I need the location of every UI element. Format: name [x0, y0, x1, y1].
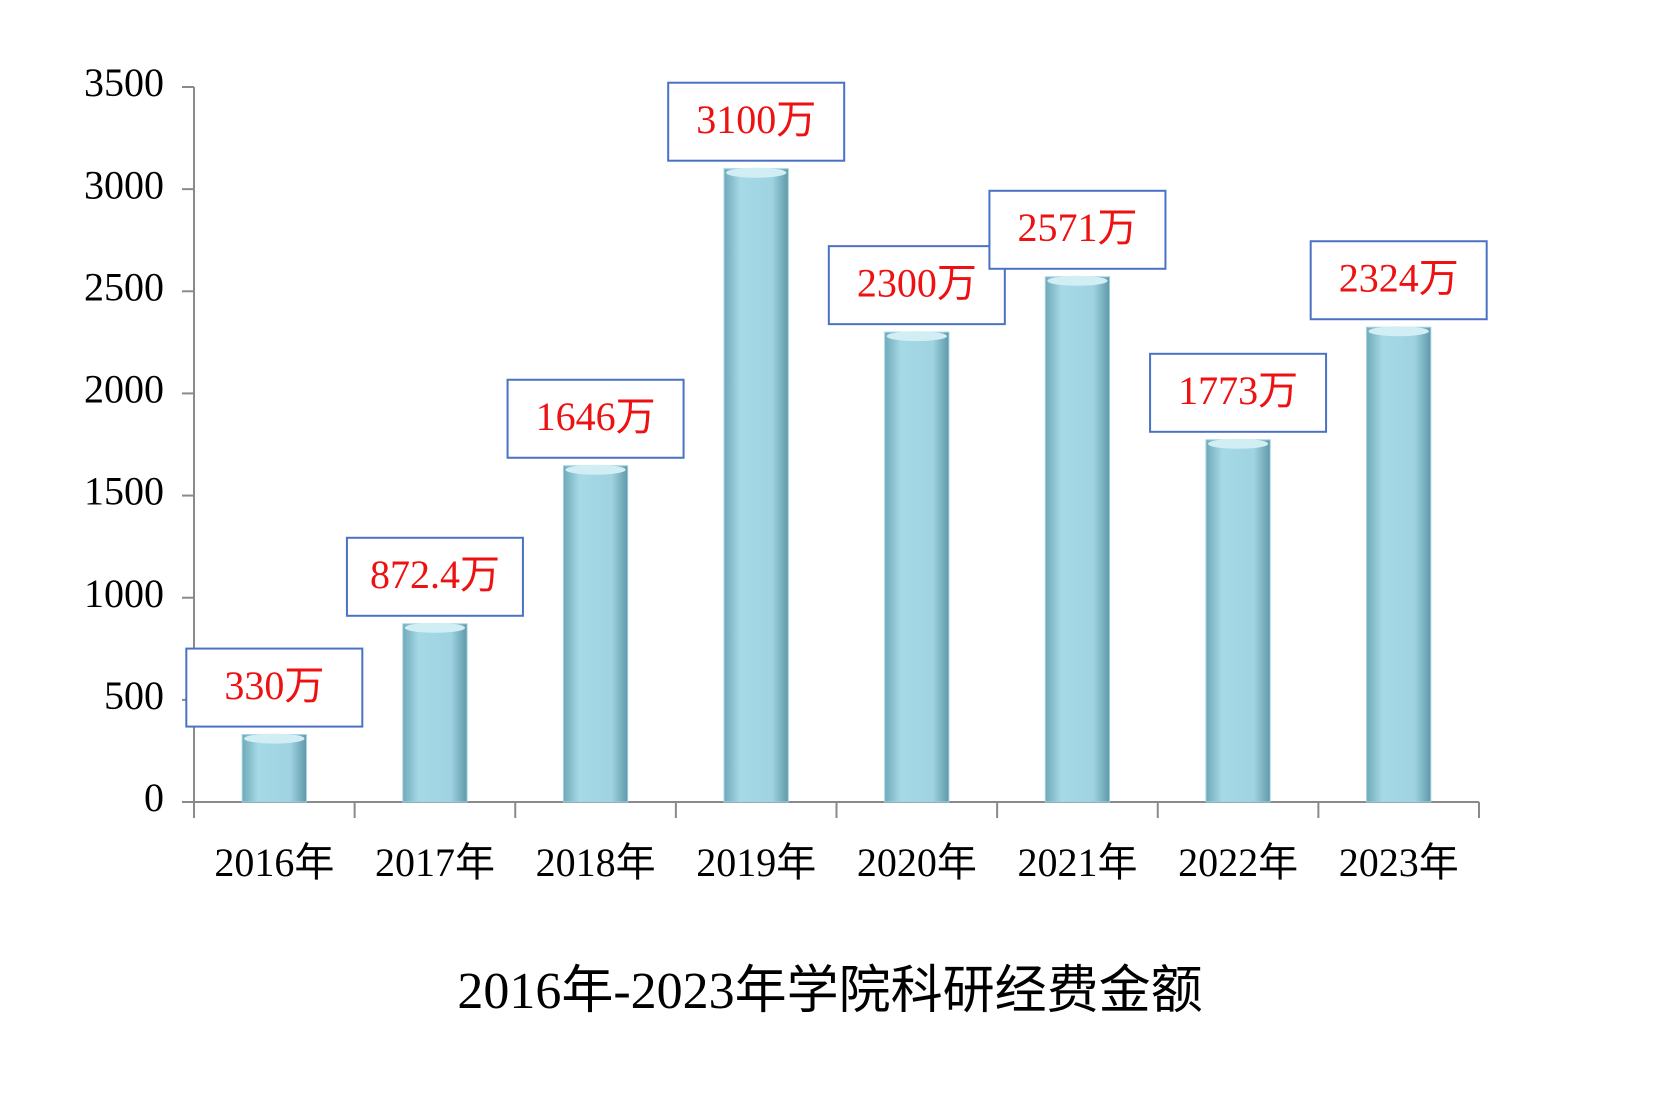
bar — [1205, 439, 1271, 803]
value-label: 3100万 — [696, 97, 816, 142]
x-tick-label: 2018年 — [536, 840, 656, 885]
value-label-box — [345, 536, 524, 617]
value-label: 872.4万 — [370, 552, 500, 597]
bar — [1366, 326, 1432, 803]
bar — [241, 734, 307, 803]
value-label: 330万 — [224, 663, 324, 708]
y-tick-label: 3500 — [84, 60, 164, 105]
y-tick-label: 0 — [144, 775, 164, 820]
x-tick-label: 2017年 — [375, 840, 495, 885]
y-tick-label: 1000 — [84, 571, 164, 616]
value-label-box — [827, 245, 1006, 326]
y-tick-label: 3000 — [84, 162, 164, 207]
y-tick-label: 1500 — [84, 469, 164, 514]
x-tick-label: 2023年 — [1339, 840, 1459, 885]
bar-cap — [244, 733, 305, 744]
value-label-box — [988, 189, 1167, 270]
bar-cap — [404, 622, 466, 633]
x-tick-label: 2021年 — [1017, 840, 1137, 885]
bar — [402, 623, 468, 803]
bar-cap — [565, 464, 626, 475]
chart-title: 2016年-2023年学院科研经费金额 — [457, 963, 1202, 1020]
bar — [884, 331, 950, 803]
x-tick-label: 2022年 — [1178, 840, 1298, 885]
bar — [562, 465, 629, 803]
value-label: 2571万 — [1017, 205, 1137, 250]
value-label-box — [1309, 240, 1488, 321]
value-label: 2324万 — [1339, 255, 1459, 300]
y-tick-label: 500 — [104, 673, 164, 718]
bar-cap — [1047, 275, 1108, 286]
y-tick-label: 2000 — [84, 367, 164, 412]
value-label: 1773万 — [1178, 368, 1298, 413]
y-tick-label: 2500 — [84, 264, 164, 309]
bar — [1044, 276, 1111, 803]
value-label: 2300万 — [857, 260, 977, 305]
x-tick-label: 2020年 — [857, 840, 977, 885]
bar-cap — [726, 167, 787, 178]
bar-cap — [1368, 326, 1429, 337]
bar-cap — [1207, 438, 1269, 449]
value-label-box — [1149, 352, 1328, 433]
value-label: 1646万 — [536, 394, 656, 439]
x-tick-label: 2016年 — [214, 840, 334, 885]
value-label-box — [185, 647, 364, 728]
value-label-box — [667, 81, 846, 162]
value-label-box — [506, 378, 685, 459]
x-tick-label: 2019年 — [696, 840, 816, 885]
bar — [723, 168, 789, 803]
bar-cap — [886, 331, 947, 342]
